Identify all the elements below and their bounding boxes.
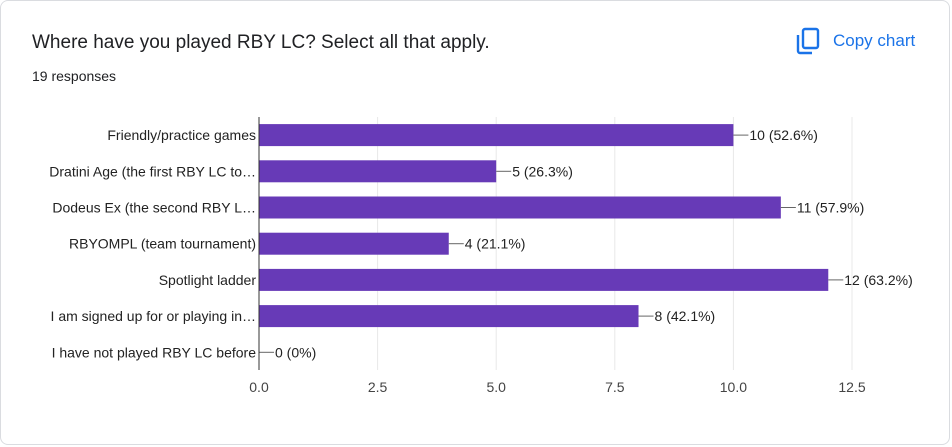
category-label: Spotlight ladder bbox=[159, 272, 257, 288]
x-tick-label: 7.5 bbox=[605, 379, 625, 395]
copy-chart-label: Copy chart bbox=[833, 31, 916, 50]
bar[interactable] bbox=[259, 305, 639, 328]
bar[interactable] bbox=[259, 160, 497, 183]
data-label: 4 (21.1%) bbox=[465, 236, 526, 252]
x-tick-label: 12.5 bbox=[838, 379, 865, 395]
data-label: 5 (26.3%) bbox=[512, 163, 573, 179]
bar[interactable] bbox=[259, 268, 829, 291]
data-label: 12 (63.2%) bbox=[844, 272, 912, 288]
bar[interactable] bbox=[259, 124, 734, 147]
data-label: 0 (0%) bbox=[275, 344, 316, 360]
data-label: 10 (52.6%) bbox=[749, 127, 817, 143]
bar[interactable] bbox=[259, 232, 449, 255]
x-tick-label: 10.0 bbox=[720, 379, 747, 395]
category-label: I am signed up for or playing in… bbox=[51, 308, 256, 324]
chart-title: Where have you played RBY LC? Select all… bbox=[32, 32, 490, 53]
bar[interactable] bbox=[259, 196, 781, 219]
x-tick-label: 2.5 bbox=[368, 379, 388, 395]
x-tick-label: 5.0 bbox=[486, 379, 506, 395]
category-label: Friendly/practice games bbox=[107, 127, 256, 143]
data-label: 11 (57.9%) bbox=[797, 200, 864, 216]
response-count: 19 responses bbox=[32, 68, 117, 84]
copy-icon bbox=[795, 27, 821, 55]
category-label: Dratini Age (the first RBY LC to… bbox=[49, 163, 256, 179]
category-label: I have not played RBY LC before bbox=[52, 344, 257, 360]
copy-chart-button[interactable]: Copy chart bbox=[791, 23, 919, 59]
category-label: Dodeus Ex (the second RBY L… bbox=[52, 200, 256, 216]
data-label: 8 (42.1%) bbox=[655, 308, 716, 324]
x-tick-label: 0.0 bbox=[249, 379, 269, 395]
category-label: RBYOMPL (team tournament) bbox=[69, 236, 256, 252]
